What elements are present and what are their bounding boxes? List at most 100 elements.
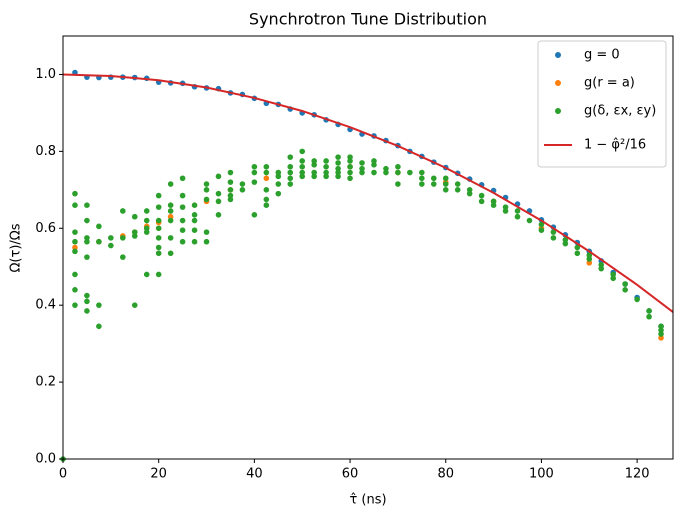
point bbox=[586, 256, 593, 262]
point bbox=[72, 202, 78, 208]
point bbox=[610, 275, 616, 282]
point bbox=[287, 169, 294, 176]
point bbox=[263, 169, 270, 176]
point bbox=[179, 192, 186, 199]
point bbox=[179, 227, 186, 233]
point bbox=[311, 173, 317, 180]
point bbox=[347, 158, 353, 164]
point bbox=[72, 248, 78, 255]
point bbox=[598, 262, 605, 268]
point bbox=[72, 229, 78, 235]
point bbox=[275, 169, 282, 176]
point bbox=[347, 154, 353, 160]
point bbox=[478, 192, 485, 199]
point bbox=[311, 169, 317, 176]
point bbox=[299, 173, 306, 180]
point bbox=[287, 175, 294, 182]
point bbox=[84, 254, 90, 260]
point bbox=[84, 235, 90, 241]
point bbox=[502, 208, 509, 214]
point bbox=[227, 187, 234, 193]
point bbox=[550, 229, 557, 235]
point bbox=[191, 202, 198, 208]
point bbox=[227, 169, 234, 176]
point bbox=[586, 260, 593, 266]
point bbox=[646, 308, 652, 314]
x-axis-label: τ̂ (ns) bbox=[349, 493, 386, 508]
y-tick-label: 0.6 bbox=[35, 221, 56, 236]
point bbox=[299, 148, 306, 155]
y-tick-label: 1.0 bbox=[35, 67, 56, 82]
point bbox=[251, 179, 258, 185]
point bbox=[120, 235, 126, 241]
legend-label: 1 − φ̂²/16 bbox=[584, 138, 646, 153]
chart-title: Synchrotron Tune Distribution bbox=[249, 10, 487, 29]
point bbox=[383, 165, 389, 172]
point bbox=[227, 192, 234, 199]
point bbox=[622, 287, 628, 293]
point bbox=[323, 173, 329, 180]
point bbox=[143, 229, 150, 235]
legend: g = 0 g(r = a) g(δ, εx, εy) 1 − φ̂²/16 bbox=[537, 40, 667, 168]
point bbox=[155, 217, 162, 224]
point bbox=[562, 240, 569, 247]
point bbox=[179, 238, 186, 245]
point bbox=[610, 271, 616, 278]
legend-swatch bbox=[555, 108, 561, 114]
point bbox=[72, 302, 78, 308]
point bbox=[155, 235, 162, 241]
point bbox=[72, 190, 78, 197]
y-tick-label: 0.2 bbox=[35, 375, 56, 390]
point bbox=[383, 169, 389, 176]
point bbox=[347, 163, 353, 170]
point bbox=[72, 271, 78, 278]
point bbox=[454, 187, 461, 193]
point bbox=[155, 204, 162, 210]
point bbox=[371, 169, 377, 176]
point bbox=[347, 175, 353, 182]
point bbox=[490, 202, 497, 208]
point bbox=[371, 158, 377, 164]
point bbox=[658, 323, 664, 330]
point bbox=[538, 221, 545, 228]
point bbox=[454, 181, 461, 187]
point bbox=[179, 217, 186, 224]
point bbox=[131, 302, 138, 308]
point bbox=[586, 252, 593, 258]
point bbox=[155, 244, 162, 251]
point bbox=[84, 308, 90, 314]
point bbox=[191, 212, 198, 218]
point bbox=[155, 192, 162, 199]
point bbox=[407, 169, 413, 176]
point bbox=[442, 187, 449, 193]
point bbox=[347, 169, 353, 176]
point bbox=[96, 223, 102, 230]
x-tick-label: 120 bbox=[625, 467, 650, 482]
point bbox=[514, 213, 521, 220]
point bbox=[96, 302, 102, 308]
y-tick-label: 0.0 bbox=[35, 452, 56, 467]
point bbox=[622, 281, 628, 287]
point bbox=[263, 175, 270, 182]
point bbox=[419, 175, 425, 182]
legend-label: g(δ, εx, εy) bbox=[584, 104, 656, 119]
point bbox=[658, 327, 664, 333]
point bbox=[335, 169, 341, 176]
point bbox=[395, 163, 401, 170]
y-tick-label: 0.8 bbox=[35, 144, 56, 159]
point bbox=[143, 208, 150, 214]
point bbox=[203, 229, 210, 235]
point bbox=[203, 181, 210, 187]
x-tick-label: 40 bbox=[246, 467, 263, 482]
point bbox=[287, 163, 294, 170]
point bbox=[203, 187, 210, 193]
point bbox=[538, 227, 545, 233]
point bbox=[84, 217, 90, 224]
point bbox=[131, 213, 138, 220]
point bbox=[646, 313, 652, 320]
point bbox=[131, 229, 138, 235]
x-tick-label: 100 bbox=[529, 467, 554, 482]
point bbox=[72, 244, 78, 251]
point bbox=[658, 331, 664, 337]
point bbox=[215, 212, 222, 218]
